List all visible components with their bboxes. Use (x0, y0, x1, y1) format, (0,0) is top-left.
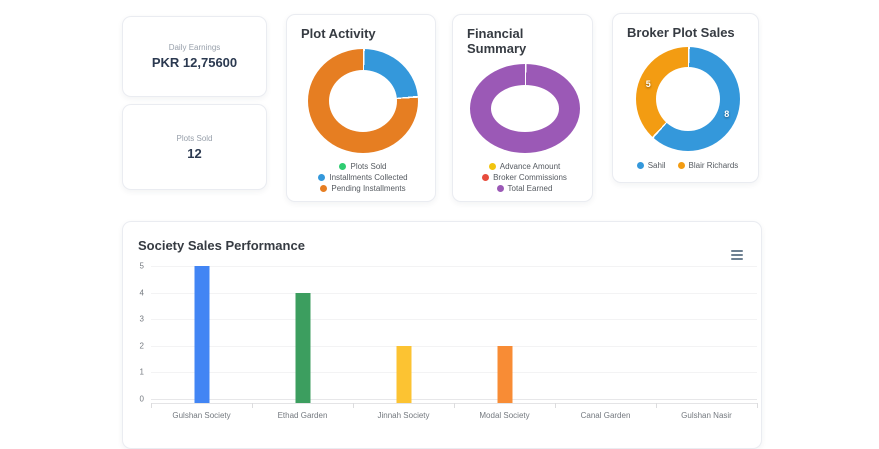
society-sales-performance-title: Society Sales Performance (138, 238, 305, 253)
gridline-y-2 (151, 345, 757, 347)
bar-jinnah-society[interactable] (396, 345, 411, 403)
daily-earnings-value: PKR 12,75600 (151, 55, 238, 70)
y-axis-tick-label: 1 (139, 367, 144, 377)
x-axis-tick (656, 403, 657, 408)
legend-dot-icon (318, 174, 326, 181)
financial-summary-card: Financial Summary Advance Amount Broker C… (452, 14, 593, 202)
legend-label: Broker Commissions (493, 173, 567, 182)
hamburger-menu-icon[interactable] (731, 250, 743, 262)
gridline-y-0 (151, 399, 757, 400)
legend-label: Installments Collected (329, 173, 408, 182)
x-axis-tick (151, 403, 152, 408)
legend-label: Blair Richards (688, 161, 739, 170)
gridline-y-3 (151, 319, 757, 321)
x-axis-tick (454, 403, 455, 408)
legend-item-advance-amount[interactable]: Advance Amount (488, 162, 561, 171)
plot-activity-title: Plot Activity (301, 26, 376, 41)
plot-activity-legend: Plots Sold Installments Collected Pending … (299, 162, 427, 193)
legend-item-plots-sold[interactable]: Plots Sold (339, 162, 387, 171)
legend-item-pending-installments[interactable]: Pending Installments (320, 184, 406, 193)
broker-plot-sales-datalabel-8: 8 (724, 108, 730, 119)
x-axis-category-label: Modal Society (479, 411, 530, 420)
legend-dot-icon (482, 174, 490, 181)
society-sales-bar-chart: 5 4 3 2 1 0 Gulshan Society Ethad Garden Jinnah … (140, 262, 758, 420)
legend-label: Pending Installments (331, 184, 406, 193)
x-axis-tick (757, 403, 758, 408)
plot-activity-card: Plot Activity Plots Sold Installments Col… (286, 14, 436, 202)
bar-gulshan-society[interactable] (194, 266, 209, 403)
financial-summary-donut-chart[interactable] (469, 64, 580, 153)
legend-item-total-earned[interactable]: Total Earned (496, 184, 553, 193)
x-axis-tick (252, 403, 253, 408)
legend-dot-icon (677, 162, 685, 169)
legend-dot-icon (636, 162, 644, 169)
broker-plot-sales-datalabel-5: 5 (645, 79, 651, 90)
plot-activity-donut-chart[interactable] (308, 49, 418, 153)
society-sales-performance-card: Society Sales Performance 5 4 3 2 1 0 Gulshan … (122, 221, 762, 449)
x-axis-tick (353, 403, 354, 408)
legend-dot-icon (339, 163, 347, 170)
daily-earnings-label: Daily Earnings (168, 43, 221, 52)
y-axis-tick-label: 4 (139, 288, 144, 298)
legend-label: Advance Amount (499, 162, 561, 171)
legend-item-blair-richards[interactable]: Blair Richards (677, 161, 739, 170)
x-axis-category-label: Gulshan Society (172, 411, 231, 420)
financial-summary-legend: Advance Amount Broker Commissions Total Ea… (465, 162, 584, 193)
legend-item-sahil[interactable]: Sahil (636, 161, 666, 170)
legend-dot-icon (496, 185, 504, 192)
x-axis-category-label: Ethad Garden (277, 411, 328, 420)
broker-plot-sales-legend: Sahil Blair Richards (625, 161, 750, 170)
legend-item-installments-collected[interactable]: Installments Collected (318, 173, 408, 182)
broker-plot-sales-title: Broker Plot Sales (627, 25, 735, 40)
legend-label: Plots Sold (350, 162, 387, 171)
bar-ethad-garden[interactable] (295, 292, 310, 403)
x-axis-category-label: Canal Garden (580, 411, 631, 420)
legend-label: Total Earned (507, 184, 553, 193)
y-axis-tick-label: 2 (139, 341, 144, 351)
plots-sold-label: Plots Sold (176, 133, 213, 143)
y-axis-tick-label: 3 (139, 314, 144, 324)
y-axis-tick-label: 0 (139, 394, 144, 404)
legend-dot-icon (488, 163, 496, 170)
gridline-y-4 (151, 292, 757, 294)
financial-summary-title: Financial Summary (467, 26, 527, 56)
x-axis-category-label: Gulshan Nasir (681, 411, 732, 420)
plots-sold-value: 12 (187, 145, 202, 161)
plots-sold-card: Plots Sold 12 (122, 104, 267, 190)
legend-dot-icon (320, 185, 328, 192)
daily-earnings-card: Daily Earnings PKR 12,75600 (122, 16, 267, 97)
gridline-y-1 (151, 372, 757, 374)
x-axis-category-label: Jinnah Society (377, 411, 430, 420)
legend-item-broker-commissions[interactable]: Broker Commissions (482, 173, 567, 182)
x-axis-tick (555, 403, 556, 408)
y-axis-tick-label: 5 (139, 261, 144, 271)
gridline-y-5 (151, 266, 757, 267)
bar-modal-society[interactable] (497, 345, 512, 403)
legend-label: Sahil (647, 161, 666, 170)
